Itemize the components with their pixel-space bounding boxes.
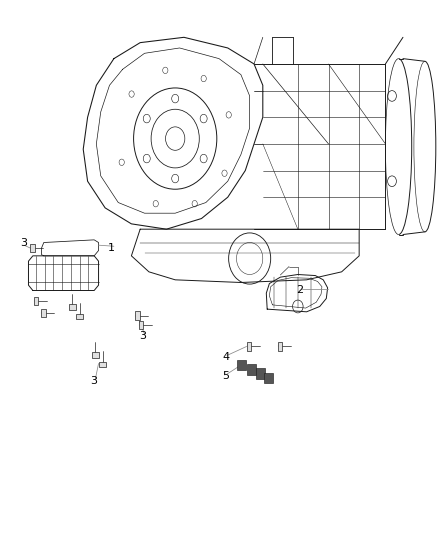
Text: 2: 2 [297,286,304,295]
Text: 1: 1 [108,243,115,253]
Bar [99,362,106,367]
Text: 5: 5 [222,371,229,381]
Circle shape [240,362,244,368]
Bar [41,309,46,317]
Text: 3: 3 [91,376,98,386]
Circle shape [250,367,254,372]
Bar [247,342,251,351]
Bar [76,314,83,319]
Bar [69,304,76,310]
Circle shape [266,375,271,381]
Bar [139,321,143,329]
Bar [135,311,140,320]
Bar [30,244,35,252]
Bar [237,360,246,370]
Bar [92,352,99,358]
Bar [278,342,282,351]
Bar [256,368,265,379]
Bar [264,373,273,383]
Bar [247,364,256,375]
Bar [34,297,38,305]
Text: 4: 4 [222,352,229,362]
Text: 3: 3 [139,331,146,341]
Text: 3: 3 [21,238,28,247]
Circle shape [258,371,263,376]
